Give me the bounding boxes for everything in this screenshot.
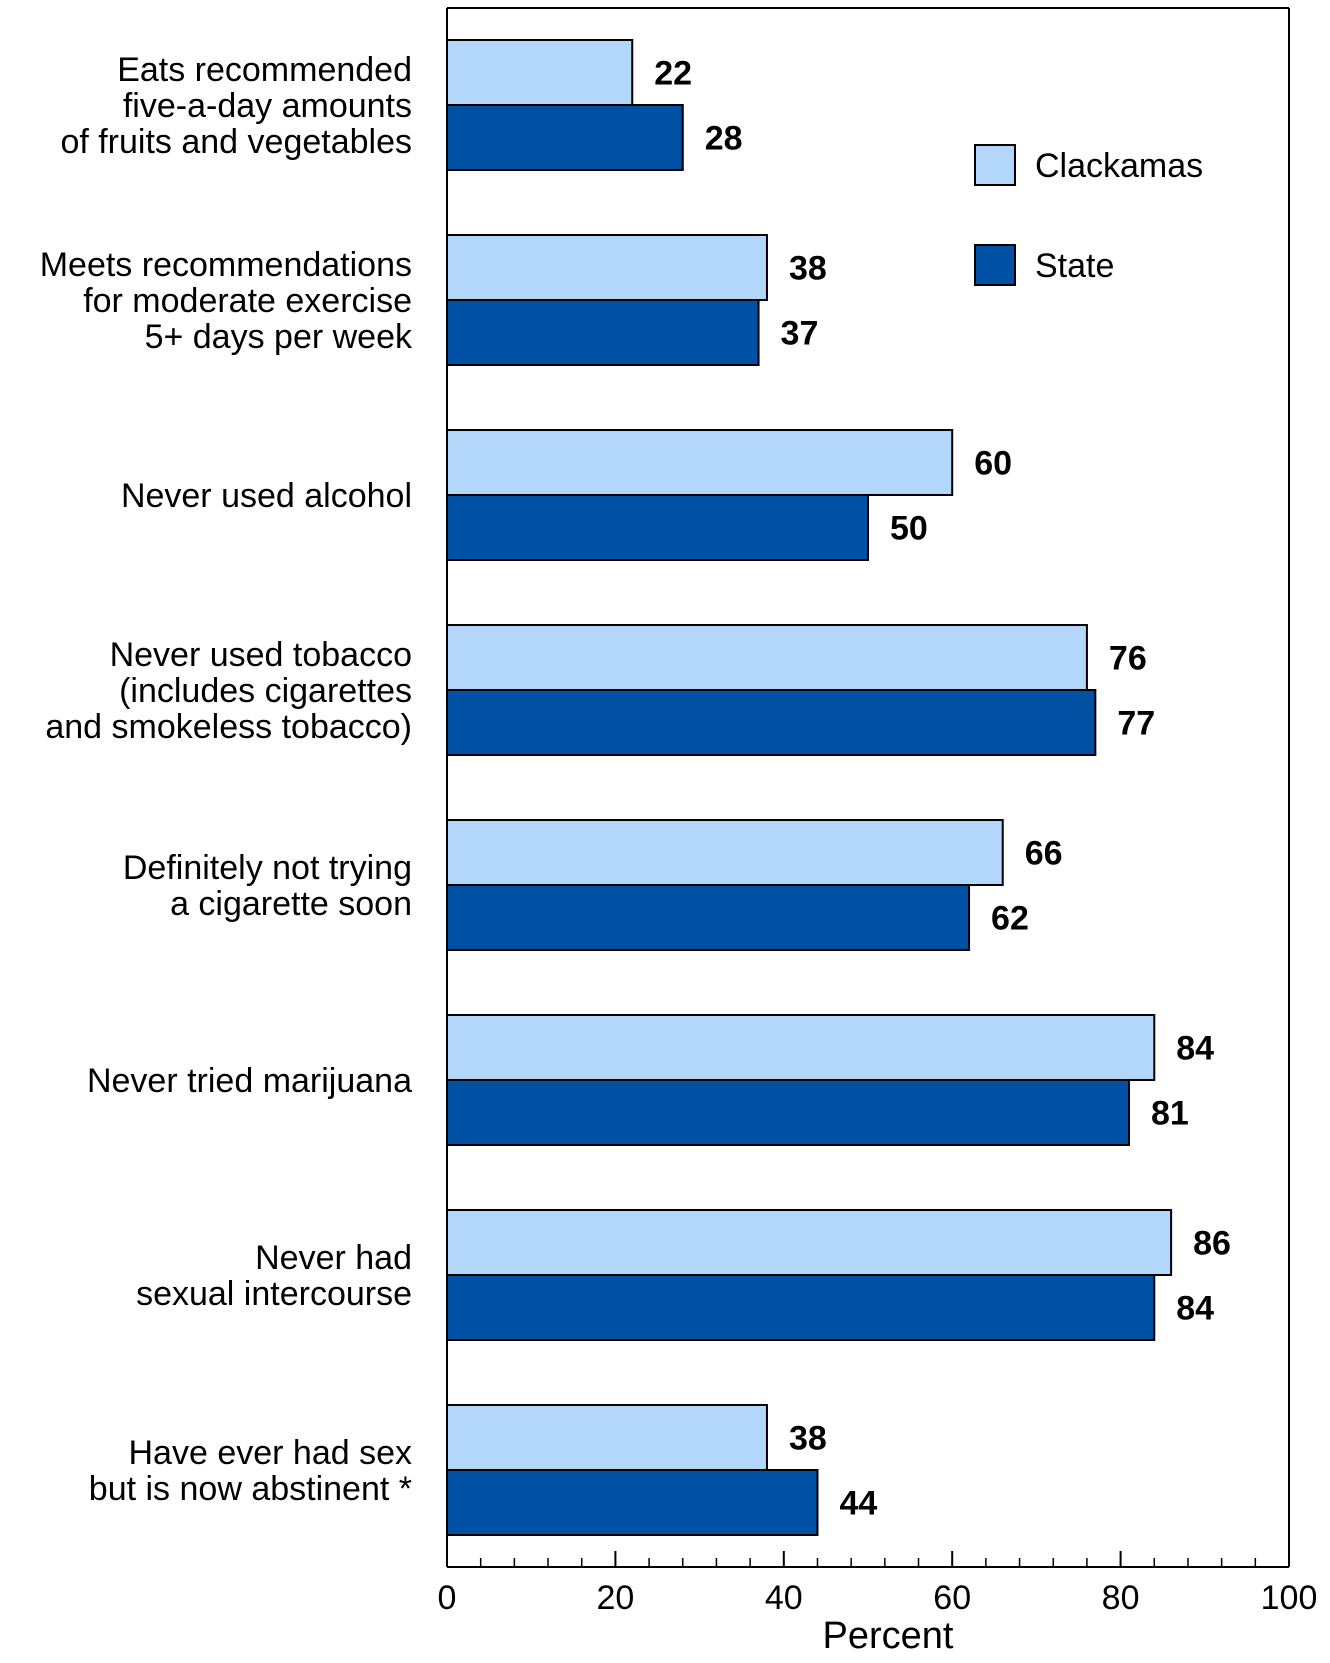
bar-clackamas-4 [446,819,1004,886]
legend: Clackamas State [974,144,1203,286]
category-label-line: Never had [255,1239,412,1277]
x-tick-label: 20 [596,1579,634,1617]
bar-state-7 [446,1469,819,1536]
bar-state-5 [446,1079,1131,1146]
category-label-line: Never tried marijuana [87,1062,412,1100]
data-label-state-5: 81 [1151,1095,1189,1133]
category-label-5: Never tried marijuana [87,1062,412,1100]
category-label-line: Never used tobacco [110,636,412,674]
bar-state-4 [446,884,971,951]
category-label-line: a cigarette soon [170,885,412,923]
x-axis: 0 20 40 60 80 100 Percent [438,7,1318,1657]
x-tick-label: 60 [933,1579,971,1617]
data-label-clackamas-0: 22 [654,55,692,93]
data-label-state-2: 50 [890,510,928,548]
bar-clackamas-1 [446,234,768,301]
category-label-line: sexual intercourse [136,1275,412,1313]
data-label-state-1: 37 [781,315,819,353]
category-label-line: and smokeless tobacco) [45,708,412,746]
category-label-line: but is now abstinent * [89,1470,412,1508]
x-tick-label: 80 [1102,1579,1140,1617]
x-tick-label: 0 [438,1579,457,1617]
category-label-line: for moderate exercise [83,282,412,320]
x-axis-title: Percent [823,1615,954,1657]
legend-swatch-state [974,244,1016,286]
data-label-clackamas-3: 76 [1109,640,1147,678]
data-label-state-3: 77 [1117,705,1155,743]
data-label-state-7: 44 [839,1485,877,1523]
bar-clackamas-0 [446,39,634,106]
data-label-clackamas-4: 66 [1025,835,1063,873]
data-label-clackamas-5: 84 [1176,1030,1214,1068]
category-label-line: of fruits and vegetables [60,123,412,161]
bar-clackamas-2 [446,429,954,496]
data-label-state-4: 62 [991,900,1029,938]
bar-state-1 [446,299,760,366]
bar-state-2 [446,494,869,561]
category-label-line: (includes cigarettes [119,672,412,710]
category-label-line: Never used alcohol [121,477,412,515]
legend-label-clackamas: Clackamas [1035,147,1203,185]
bars-layer [446,39,1173,1536]
data-label-clackamas-6: 86 [1193,1225,1231,1263]
legend-label-state: State [1035,247,1114,285]
category-label-line: Have ever had sex [129,1434,413,1472]
category-label-line: five-a-day amounts [123,87,412,125]
x-tick-label: 100 [1261,1579,1318,1617]
bar-clackamas-5 [446,1014,1156,1081]
data-label-clackamas-1: 38 [789,250,827,288]
x-axis-ticks: 0 20 40 60 80 100 [438,1551,1318,1617]
category-label-line: Meets recommendations [40,246,412,284]
bar-state-0 [446,104,684,171]
data-label-state-0: 28 [705,120,743,158]
category-label-line: 5+ days per week [145,318,413,356]
data-label-state-6: 84 [1176,1290,1214,1328]
bar-state-3 [446,689,1097,756]
data-label-clackamas-2: 60 [974,445,1012,483]
value-labels-layer: 22 28 38 37 60 50 76 77 66 62 84 81 86 84 38 44 [654,55,1231,1523]
category-label-line: Eats recommended [117,51,412,89]
bar-clackamas-7 [446,1404,768,1471]
category-label-3: Never used tobacco(includes cigarettesan… [45,636,412,746]
x-tick-label: 40 [765,1579,803,1617]
data-label-clackamas-7: 38 [789,1420,827,1458]
bar-clackamas-3 [446,624,1088,691]
category-label-line: Definitely not trying [123,849,412,887]
bar-clackamas-6 [446,1209,1173,1276]
legend-swatch-clackamas [974,144,1016,186]
category-label-2: Never used alcohol [121,477,412,515]
bar-state-6 [446,1274,1156,1341]
